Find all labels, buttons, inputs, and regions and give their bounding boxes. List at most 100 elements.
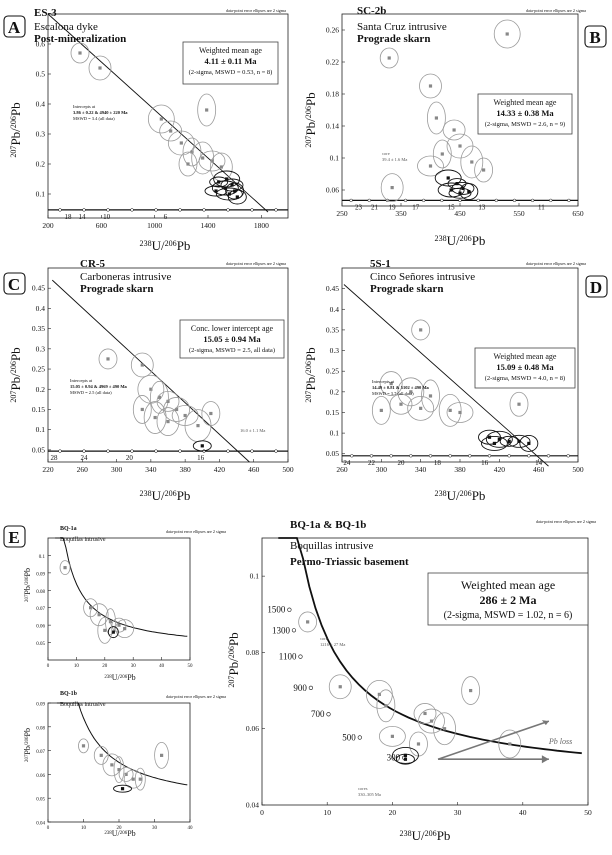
stage-label: Post-mineralization [34,33,126,45]
data-point-marker [440,152,444,156]
x-tick-label: 10 [74,664,80,669]
age-label: 1300 [272,625,291,635]
data-point-marker [108,620,113,624]
data-point-marker [507,439,511,443]
x-tick-label: 300 [111,465,123,474]
y-axis-label: 207Pb/206Pb [303,92,318,147]
data-point-concordant [448,187,472,199]
concordia-marker [274,449,278,453]
age-label: 22 [368,459,376,467]
x-axis-label-text: 238U/206Pb [104,673,135,682]
data-point-concordant [395,753,415,765]
x-tick-label: 350 [395,209,407,218]
data-point-marker [434,116,438,120]
data-point-concordant [211,180,239,196]
x-axis-label-sup2: 206 [460,489,472,498]
x-axis-label: 238U/206Pb [140,488,191,503]
y-axis-label-mid: Pb/ [8,128,23,146]
y-axis-label-mid: Pb/ [303,373,318,391]
intrusive-name: Escalona dyke [34,21,98,33]
age-label: 28 [51,454,59,462]
y-axis-label-text: 207Pb/206Pb [8,102,23,157]
data-point [98,348,118,370]
y-axis-label-pre: 207 [9,391,18,403]
data-point-marker [209,411,213,416]
data-point-marker [201,156,205,160]
intercept-text: MSWD = 2.5 (all data) [70,390,112,395]
intercept-text: MSWD = 3.7 (all data) [372,391,414,396]
x-axis-label-pre: 238 [140,239,152,248]
data-point-marker [428,84,433,88]
y-tick-label: 0.05 [36,642,45,647]
age-label: 14 [535,459,543,467]
data-point-marker [106,357,110,361]
concordia-marker [349,198,353,203]
x-axis-label: 238U/206Pb [104,673,135,682]
concordia-marker [178,449,182,453]
x-tick-label: 30 [131,664,137,669]
age-label: 900 [293,683,307,693]
y-axis-label-pre: 207 [25,594,30,602]
data-point [413,703,437,724]
data-point-marker [458,410,462,415]
data-point-marker [235,195,239,199]
x-tick-label: 450 [454,209,466,218]
x-axis-label-pre: 238 [400,829,412,838]
data-point-marker [442,727,447,731]
data-point [89,603,109,627]
data-point-marker [517,439,521,443]
summary-box [474,347,576,389]
concordia-marker [448,454,452,458]
y-axis-label: 207Pb/206Pb [23,568,32,602]
concordia-marker [291,628,297,633]
data-point-marker [423,711,427,716]
y-tick-label: 0.15 [32,405,45,414]
data-point [418,708,445,734]
x-tick-label: 1400 [201,221,216,230]
data-point [191,141,215,175]
data-point-concordant [192,440,212,452]
intercept-text: 3.86 ± 0.22 & 4940 ± 220 Ma [73,110,128,115]
y-tick-label: 0.25 [32,365,45,374]
y-axis-label-pre: 207 [25,754,30,762]
x-axis-label-mid: U/ [447,233,460,248]
data-point [198,150,226,172]
data-point-marker [419,328,423,332]
data-point [59,560,71,576]
x-tick-label: 460 [248,465,260,474]
data-point-marker [446,176,450,180]
y-tick-label: 0.08 [246,648,259,657]
data-point-marker [452,128,456,132]
x-tick-label: 260 [77,465,89,474]
y-axis-label-text: 207Pb/206Pb [23,568,32,602]
x-axis-label-text: 238U/206Pb [104,829,135,838]
intrusive-name: Boquillas intrusive [60,702,106,708]
data-point-marker [140,363,144,367]
data-point-marker [470,160,474,164]
x-tick-label: 10 [323,808,331,817]
age-label: 24 [81,454,89,462]
summary-stats: (2-sigma, MSWD = 0.53, n = 8) [189,69,273,76]
data-point-marker [497,437,501,441]
summary-value: 15.05 ± 0.94 Ma [203,334,261,344]
data-point [118,767,134,782]
concordia-curve [55,537,188,637]
x-tick-label: 250 [336,209,348,218]
y-tick-label: 0.04 [36,822,45,827]
data-point [143,401,167,434]
concordia-marker [82,208,86,212]
panel-letter: C [8,275,20,294]
y-tick-label: 0.1 [39,555,46,560]
y-tick-label: 0.1 [36,425,46,434]
age-label: 11 [538,203,545,211]
plot-frame [47,267,289,463]
sample-title: CR-5 [80,258,106,270]
intercept-text: Intercepts at [73,104,96,109]
data-point [397,377,425,407]
data-point-concordant [519,434,539,452]
y-tick-label: 0.3 [36,130,46,139]
data-point-marker [205,108,209,112]
intrusive-name: Cinco Señores intrusive [370,271,475,283]
data-point [328,674,352,700]
age-label: 18 [434,459,442,467]
